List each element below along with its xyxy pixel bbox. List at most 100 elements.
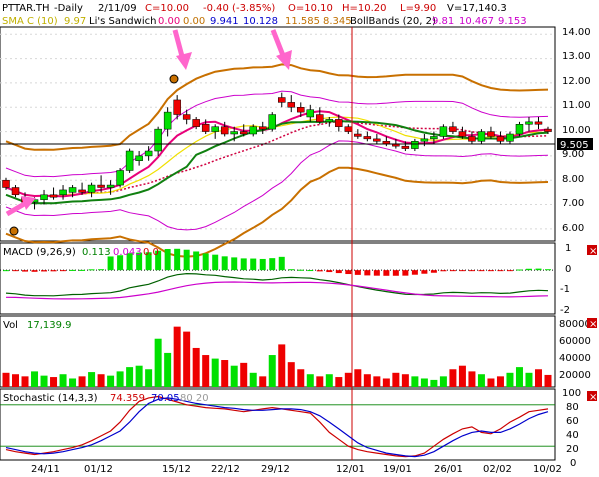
volume-bar [88, 372, 96, 387]
x-tick: 29/12 [261, 464, 290, 475]
vol-tick: 80000 [559, 319, 591, 330]
volume-bar [363, 374, 371, 387]
volume-bar [487, 378, 495, 387]
candle-body [287, 102, 296, 108]
macd-histogram-bar [174, 248, 181, 271]
candle-body [382, 141, 391, 144]
macd-label: MACD (9,26,9) [3, 247, 76, 258]
macd-histogram-bar [345, 270, 352, 275]
stoch-tick: 0 [570, 458, 576, 469]
candle-body [278, 97, 286, 103]
lis-slow-line [5, 120, 549, 205]
volume-bar [354, 369, 362, 387]
macd-histogram-bar [278, 256, 285, 271]
macd-content [0, 248, 555, 300]
volume-bar [401, 374, 409, 387]
volume-header: Vol 17,139.9 80000 60000 40000 20000 [3, 319, 591, 381]
candle-body [211, 126, 219, 132]
vol-tick: 20000 [559, 370, 591, 381]
candle-body [449, 126, 457, 132]
macd-histogram-bar [411, 270, 418, 275]
candle-body [411, 141, 419, 149]
high-label: H=10.20 [342, 3, 387, 14]
close-volume-button[interactable]: × [587, 318, 597, 330]
candle-body [11, 187, 20, 196]
macd-line [5, 272, 549, 297]
macd-histogram-bar [392, 270, 399, 276]
candle-body [344, 126, 353, 132]
macd-histogram-bar [288, 269, 295, 271]
macd-histogram-bar [231, 257, 238, 271]
vol-label: Vol [3, 320, 18, 331]
close-label: C=10.00 [145, 3, 189, 14]
close-macd-button[interactable]: × [587, 245, 597, 257]
candle-body [487, 131, 495, 137]
volume-bar [259, 376, 267, 387]
volume-bar [420, 378, 428, 387]
price-tick: 13.00 [562, 51, 591, 62]
macd-histogram-bar [506, 270, 513, 272]
header: PTTAR.TH -Daily 2/11/09 C=10.00 -0.40 (-… [2, 3, 527, 27]
sma-value: 9.97 [64, 16, 86, 27]
macd-histogram-bar [107, 256, 114, 271]
open-label: O=10.10 [288, 3, 333, 14]
low-label: L=9.90 [400, 3, 436, 14]
candle-body [116, 170, 124, 186]
price-tick: 7.00 [562, 198, 584, 209]
volume-bar [515, 367, 523, 387]
vol-value: 17,139.9 [27, 320, 72, 331]
volume-bar [344, 372, 352, 387]
macd-histogram-bar [69, 269, 76, 271]
candle-body [430, 136, 438, 140]
price-tick: 9.00 [562, 149, 584, 160]
volume-bars [2, 326, 552, 387]
volume-bar [411, 376, 419, 387]
macd-histogram-bar [136, 252, 143, 271]
candle-body [125, 150, 134, 171]
candle-body [544, 128, 552, 132]
macd-histogram-bar [79, 269, 86, 271]
candle-body [468, 136, 476, 142]
candle-body [154, 128, 162, 152]
candle-body [506, 133, 514, 142]
volume-bar [240, 362, 248, 387]
candle-body [220, 126, 229, 135]
current-price-value: 9.505 [560, 140, 589, 151]
close-stochastic-button[interactable]: × [587, 391, 597, 403]
candle-body [249, 126, 257, 135]
candle-body [496, 136, 505, 142]
candle-body [525, 121, 533, 125]
volume-bar [211, 358, 219, 387]
price-tick: 10.00 [562, 125, 591, 136]
volume-bar [164, 352, 172, 387]
volume-bar [107, 375, 115, 387]
macd-histogram-bar [354, 270, 361, 275]
marker-dot-bottom [9, 226, 19, 236]
lis-value-2: 0.00 [183, 16, 205, 27]
volume-bar [525, 372, 533, 387]
candle-body [49, 194, 58, 198]
macd-histogram-bar [22, 270, 29, 272]
volume-bar [373, 376, 381, 387]
volume-bar [2, 372, 10, 387]
macd-histogram-bar [193, 251, 200, 271]
candle-body [230, 131, 238, 135]
macd-histogram-bar [478, 270, 485, 272]
x-axis: 24/11 01/12 15/12 22/12 29/12 12/01 19/0… [31, 464, 562, 475]
volume-bar [439, 376, 447, 387]
macd-histogram-bar [430, 270, 437, 273]
stochastic-header: Stochastic (14,3,3) 74.359 70.05 80 20 1… [3, 388, 581, 469]
volume-bar [12, 374, 20, 387]
symbol-label: PTTAR.TH [2, 3, 50, 14]
candle-body [420, 138, 429, 142]
macd-histogram-bar [307, 270, 314, 272]
candle-body [268, 114, 276, 130]
volume-bar [31, 371, 39, 387]
volume-bar [97, 374, 105, 387]
candle-body [68, 187, 77, 193]
candle-body [40, 194, 48, 200]
volume-bar [249, 372, 257, 387]
volume-bar [268, 355, 276, 387]
x-tick: 19/01 [383, 464, 412, 475]
